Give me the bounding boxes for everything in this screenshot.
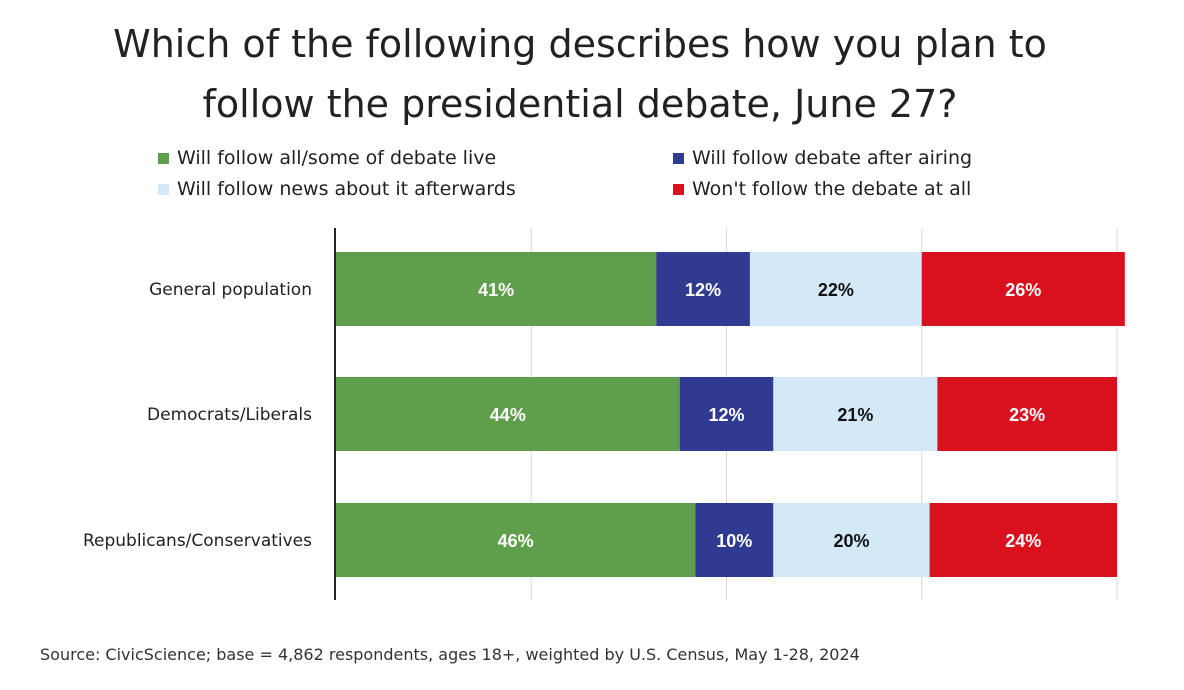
legend-item-after-airing: Will follow debate after airing xyxy=(673,147,972,169)
legend-item-live: Will follow all/some of debate live xyxy=(158,147,496,169)
category-label-0: General population xyxy=(149,280,312,300)
legend-label-news: Will follow news about it afterwards xyxy=(177,178,516,200)
legend-label-after-airing: Will follow debate after airing xyxy=(692,147,973,169)
data-label-0-1: 12% xyxy=(685,280,721,300)
data-label-1-2: 21% xyxy=(837,405,873,425)
data-label-1-1: 12% xyxy=(708,405,744,425)
category-label-1: Democrats/Liberals xyxy=(147,405,312,425)
bar-segment-0-2 xyxy=(749,252,922,326)
legend-swatch-wont-follow xyxy=(673,183,684,195)
legend-item-news: Will follow news about it afterwards xyxy=(158,178,516,200)
legend-label-live: Will follow all/some of debate live xyxy=(177,147,497,169)
bar-segment-2-2 xyxy=(773,503,930,577)
chart-title-line-2: follow the presidential debate, June 27? xyxy=(202,82,958,126)
data-label-1-3: 23% xyxy=(1009,405,1045,425)
data-label-0-2: 22% xyxy=(818,280,854,300)
legend-swatch-news xyxy=(158,183,169,195)
legend-swatch-live xyxy=(158,152,169,164)
bar-segment-0-0 xyxy=(336,252,657,326)
source-note: Source: CivicScience; base = 4,862 respo… xyxy=(40,645,860,664)
bar-segment-1-1 xyxy=(679,377,774,451)
data-label-2-2: 20% xyxy=(833,531,869,551)
data-label-2-0: 46% xyxy=(498,531,534,551)
data-label-0-0: 41% xyxy=(478,280,514,300)
bar-segment-2-0 xyxy=(336,503,696,577)
bar-segment-0-1 xyxy=(656,252,750,326)
legend-item-wont-follow: Won't follow the debate at all xyxy=(673,178,971,200)
data-label-2-1: 10% xyxy=(716,531,752,551)
chart-title-line-1: Which of the following describes how you… xyxy=(113,22,1047,66)
data-label-1-0: 44% xyxy=(490,405,526,425)
chart-title: Which of the following describes how you… xyxy=(0,14,1160,134)
legend-swatch-after-airing xyxy=(673,152,684,164)
category-label-2: Republicans/Conservatives xyxy=(83,531,312,551)
bar-segment-1-3 xyxy=(937,377,1117,451)
legend-label-wont-follow: Won't follow the debate at all xyxy=(692,178,972,200)
bar-segment-2-1 xyxy=(695,503,774,577)
data-label-0-3: 26% xyxy=(1005,280,1041,300)
bar-segment-1-0 xyxy=(336,377,680,451)
data-label-2-3: 24% xyxy=(1005,531,1041,551)
bar-segment-0-3 xyxy=(921,252,1125,326)
bar-segment-2-3 xyxy=(929,503,1117,577)
bar-segment-1-2 xyxy=(773,377,938,451)
